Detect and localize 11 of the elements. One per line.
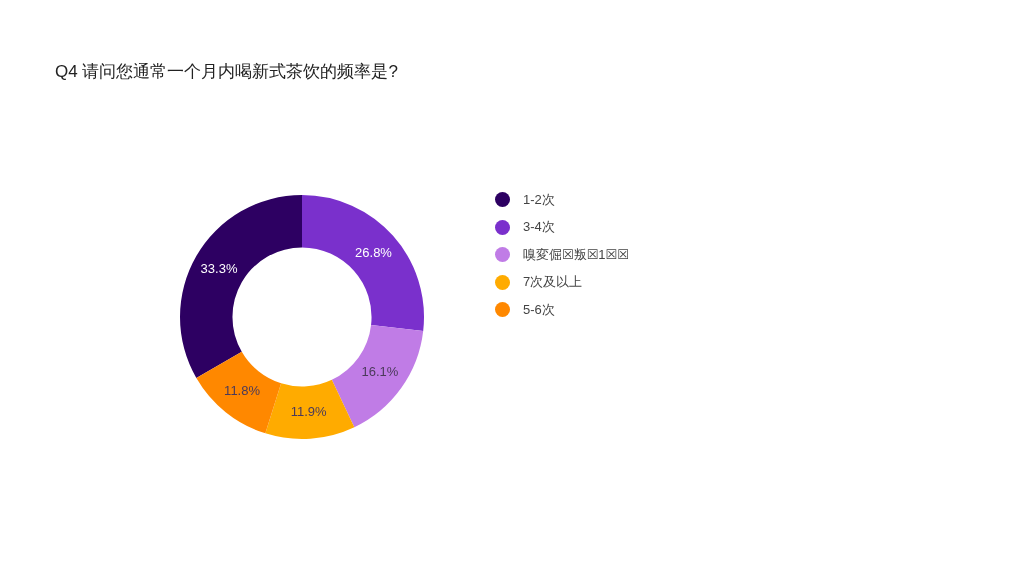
legend-label: 1-2次	[523, 190, 555, 209]
data-label: 16.1%	[361, 364, 399, 380]
legend-label: 7次及以上	[523, 273, 583, 292]
data-label: 11.8%	[224, 383, 261, 399]
data-label: 26.8%	[355, 244, 393, 260]
legend-label: 3-4次	[523, 218, 555, 237]
chart-title: Q4 请问您通常一个月内喝新式茶饮的频率是?	[55, 61, 398, 83]
data-label: 11.9%	[290, 404, 327, 420]
legend-label: 嗅変倔☒叛☒1☒☒	[523, 245, 629, 264]
data-label: 33.3%	[200, 260, 238, 276]
legend-label: 5-6次	[523, 300, 555, 319]
